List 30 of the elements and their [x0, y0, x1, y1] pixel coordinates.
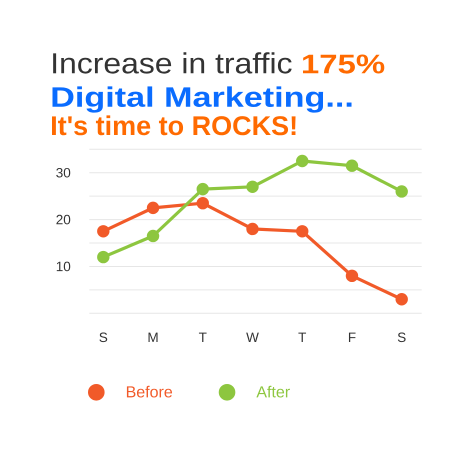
- point: [196, 182, 209, 196]
- text: 175%: [302, 54, 384, 74]
- x-tick-label: F: [348, 332, 356, 342]
- text: It's time to ROCKS!: [52, 115, 296, 136]
- x-tick-label: W: [246, 332, 259, 342]
- point: [296, 154, 308, 168]
- point: [246, 222, 259, 236]
- legend-label: Before: [126, 386, 172, 398]
- point: [97, 225, 110, 238]
- chart-subtitle: Digital Marketing...: [52, 86, 352, 113]
- point: [346, 270, 358, 282]
- point: [396, 293, 408, 306]
- point: [346, 160, 358, 172]
- y-tick-label: 30: [56, 168, 70, 178]
- point: [396, 185, 408, 198]
- x-tick-label: S: [398, 332, 406, 342]
- point: [196, 196, 209, 210]
- chart-title: Increase in traffic: [53, 52, 292, 74]
- x-tick-label: S: [99, 332, 108, 342]
- x-tick-label: M: [148, 332, 158, 342]
- x-tick-label: T: [198, 332, 207, 342]
- y-tick-label: 20: [56, 214, 70, 224]
- point: [97, 250, 110, 264]
- legend-label: After: [256, 386, 290, 398]
- x-tick-label: T: [298, 332, 306, 342]
- y-tick-label: 10: [56, 262, 70, 272]
- point: [146, 202, 160, 214]
- point: [146, 230, 160, 242]
- point: [246, 180, 259, 193]
- point: [296, 225, 308, 238]
